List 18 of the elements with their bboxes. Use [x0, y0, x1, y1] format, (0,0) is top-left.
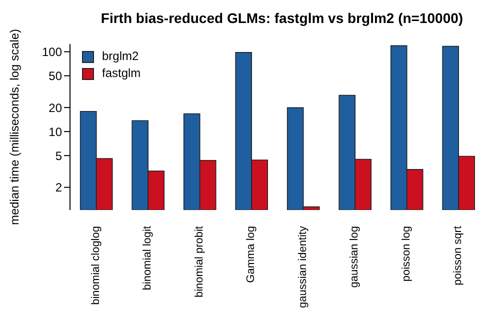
- legend-label: fastglm: [102, 65, 141, 82]
- y-axis-title: median time (milliseconds, log scale): [7, 28, 22, 226]
- y-tick-label: 5: [55, 148, 62, 163]
- chart-title: Firth bias-reduced GLMs: fastglm vs brglm2 (n=10000): [100, 10, 464, 26]
- y-tick-label: 100: [42, 44, 62, 59]
- x-tick-label: binomial cloglog: [90, 226, 102, 305]
- x-tick-label: poisson sqrt: [452, 226, 464, 286]
- x-tick-label: binomial logit: [142, 226, 154, 290]
- x-tick-label: gaussian log: [348, 226, 361, 288]
- y-tick-label: 50: [48, 69, 62, 84]
- y-tick-label: 2: [55, 180, 62, 195]
- x-tick-label: poisson log: [400, 226, 412, 282]
- y-tick-label: 10: [48, 124, 62, 139]
- legend-label: brglm2: [102, 48, 139, 65]
- x-tick-label: binomial probit: [193, 226, 206, 298]
- x-tick-label: gaussian identity: [296, 226, 309, 308]
- y-tick-label: 20: [48, 100, 62, 115]
- x-tick-label: Gamma log: [245, 226, 258, 283]
